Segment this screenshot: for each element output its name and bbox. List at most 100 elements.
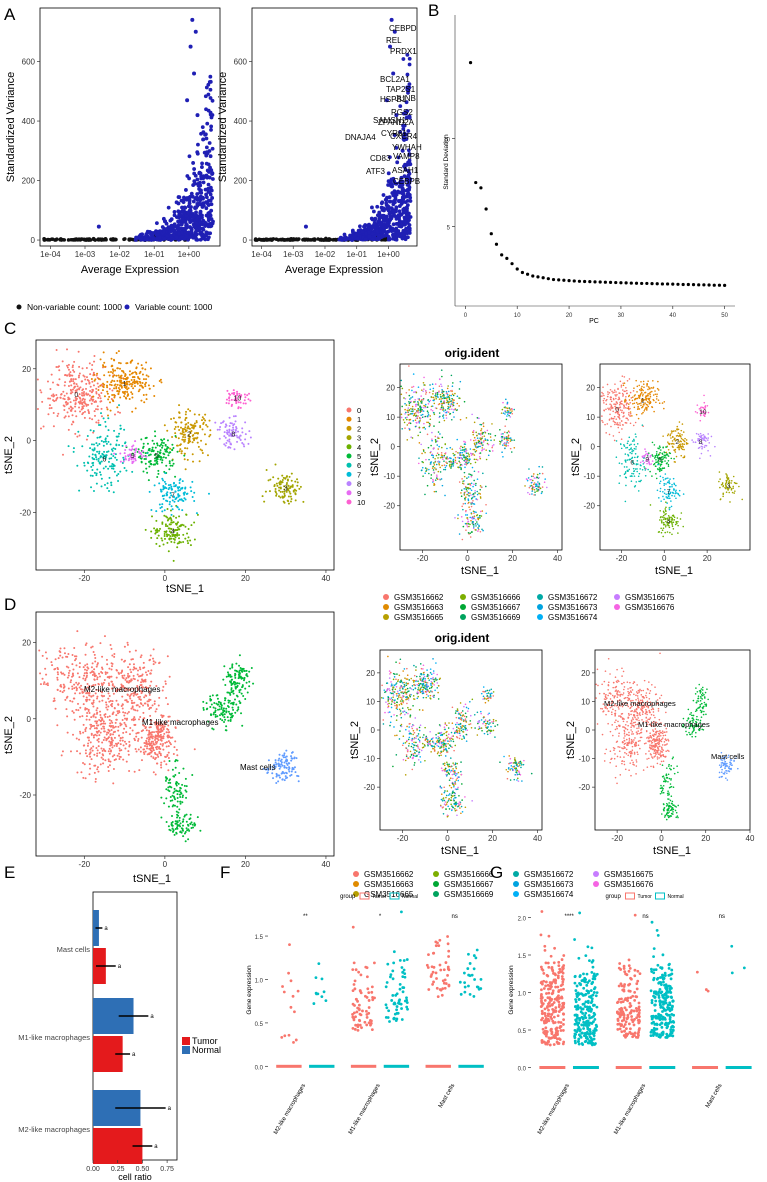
tsne-point — [91, 474, 94, 477]
tsne-point — [126, 380, 129, 383]
pc-point — [484, 207, 488, 211]
tsne-point — [647, 405, 650, 408]
variable-point — [204, 85, 209, 90]
tsne-point — [52, 425, 55, 428]
tsne-point — [157, 534, 160, 537]
tsne-point — [180, 450, 183, 453]
tsne-point — [151, 446, 154, 449]
tsne-point — [484, 431, 487, 434]
tsne-point — [118, 376, 121, 379]
tsne-point — [115, 386, 118, 389]
tsne-point — [168, 530, 171, 533]
tsne-point — [536, 476, 539, 479]
tsne-point — [163, 494, 166, 497]
tsne-point — [227, 402, 230, 405]
tsne-point — [65, 392, 68, 395]
tsne-point — [680, 512, 683, 514]
variable-point — [406, 129, 411, 133]
tsne-point — [462, 454, 465, 456]
tsne-point — [482, 472, 484, 475]
tsne-point — [119, 427, 122, 430]
tsne-point — [463, 459, 465, 462]
tsne-point — [454, 392, 456, 395]
tsne-point — [94, 453, 97, 456]
variable-point — [190, 17, 195, 22]
tsne-point — [110, 357, 113, 360]
pc-point — [614, 280, 618, 285]
tsne-point — [619, 403, 621, 406]
tsne-point — [478, 433, 481, 435]
tsne-point — [722, 493, 725, 496]
variable-point — [194, 236, 198, 241]
variable-point — [377, 210, 382, 215]
tsne-point — [629, 475, 632, 477]
tsne-point — [179, 448, 182, 451]
pc-point — [671, 282, 675, 286]
tsne-point — [619, 422, 621, 424]
tsne-point — [196, 432, 199, 435]
tsne-point — [161, 539, 164, 542]
tsne-point — [472, 521, 475, 523]
tsne-point — [479, 442, 481, 444]
tsne-point — [411, 437, 414, 439]
tsne-point — [468, 506, 470, 508]
tsne-point — [640, 380, 642, 383]
tsne-point — [60, 393, 63, 396]
tsne-point — [668, 526, 671, 529]
tsne-point — [673, 519, 676, 521]
tsne-point — [82, 405, 85, 408]
tsne-point — [422, 426, 424, 429]
tsne-point — [436, 474, 438, 476]
tsne-point — [193, 425, 196, 428]
tsne-point — [428, 422, 431, 425]
tsne-point — [228, 416, 231, 419]
tsne-point — [428, 391, 431, 394]
tsne-point — [667, 465, 670, 467]
tsne-point — [657, 468, 659, 471]
tsne-point — [132, 444, 135, 447]
tsne-point — [196, 513, 199, 516]
tsne-point — [226, 439, 229, 442]
tsne-point — [451, 408, 453, 410]
pc-point — [583, 279, 587, 284]
variable-point — [206, 108, 211, 113]
tsne-point — [655, 401, 657, 404]
tsne-point — [617, 426, 620, 429]
variable-point — [200, 161, 204, 166]
variable-point — [388, 199, 393, 204]
tsne-point — [163, 514, 166, 517]
tsne-point — [431, 438, 433, 440]
variable-point — [210, 177, 215, 181]
tsne-point — [170, 519, 173, 522]
cluster-label: 10 — [233, 396, 241, 403]
tsne-point — [165, 447, 168, 450]
tsne-point — [108, 457, 111, 460]
tsne-point — [617, 387, 619, 390]
tsne-point — [414, 398, 416, 401]
tsne-point — [435, 477, 438, 479]
tsne-point — [663, 498, 665, 501]
tsne-point — [68, 380, 71, 383]
b-axis-xtick-label: 0 — [464, 313, 468, 319]
tsne-point — [490, 439, 492, 442]
tsne-point — [472, 433, 475, 436]
tsne-point — [233, 448, 236, 451]
tsne-point — [190, 524, 193, 527]
tsne-point — [274, 463, 277, 466]
tsne-point — [122, 377, 125, 380]
tsne-point — [431, 409, 434, 412]
tsne-point — [467, 498, 470, 500]
tsne-point — [159, 378, 162, 381]
tsne-point — [187, 421, 190, 424]
cluster-legend-label: 5 — [357, 452, 361, 461]
tsne-point — [298, 487, 301, 490]
tsne-point — [58, 369, 61, 372]
tsne-point — [439, 378, 441, 381]
tsne-point — [247, 398, 250, 401]
tsne-point — [170, 505, 173, 508]
tsne-point — [536, 483, 539, 485]
variable-point — [402, 174, 407, 179]
tsne-point — [92, 371, 95, 374]
tsne-point — [464, 448, 467, 450]
nonvariable-point — [104, 237, 108, 242]
